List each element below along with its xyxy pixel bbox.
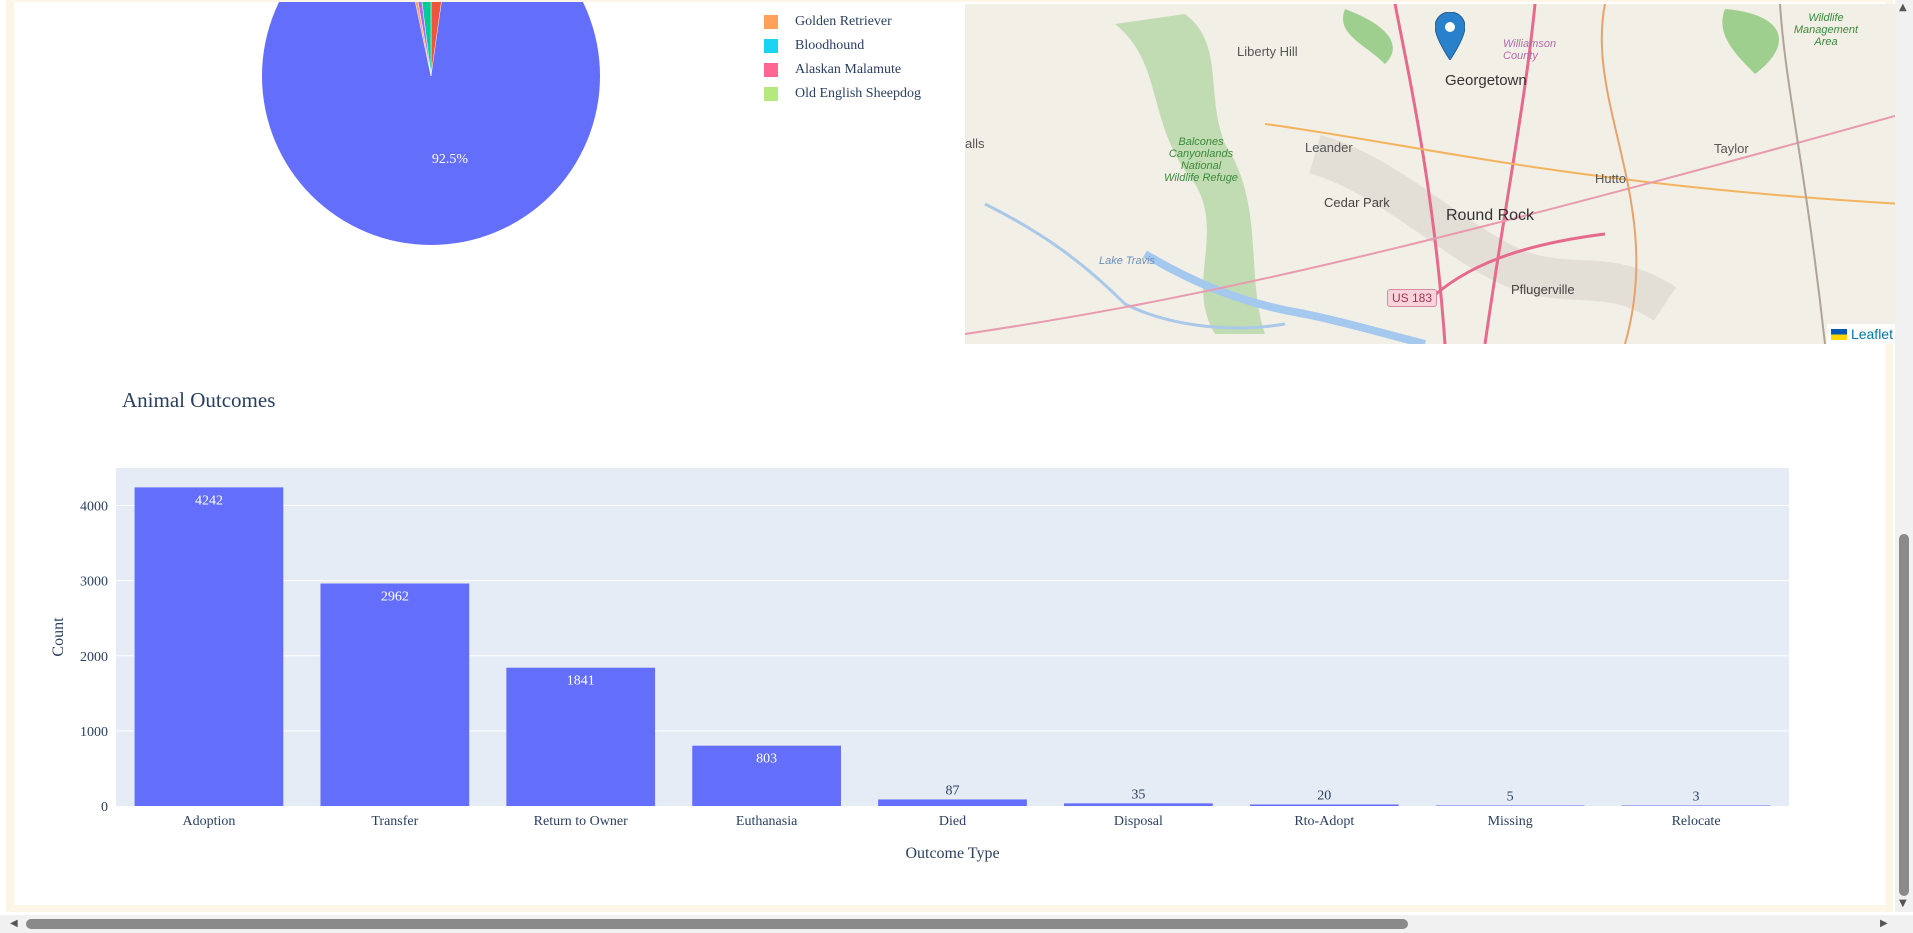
leaflet-link[interactable]: Leaflet: [1850, 326, 1893, 342]
vertical-scrollbar[interactable]: ▲ ▼: [1895, 0, 1913, 912]
pie-slice[interactable]: [396, 2, 432, 77]
x-tick-label: Adoption: [182, 814, 235, 829]
legend-swatch: [764, 87, 778, 101]
bar[interactable]: [1435, 805, 1585, 807]
legend-item[interactable]: Old English Sheepdog: [764, 82, 921, 106]
ukraine-flag-icon: [1830, 328, 1847, 340]
bar-value-label: 1841: [567, 674, 595, 689]
map-label: Taylor: [1714, 141, 1749, 156]
legend-item[interactable]: Bloodhound: [764, 34, 921, 58]
map-marker-icon[interactable]: [1434, 11, 1466, 61]
y-tick-label: 2000: [80, 650, 108, 665]
map-label: Cedar Park: [1324, 195, 1390, 210]
map-view[interactable]: Liberty Hill Georgetown Williamson Count…: [965, 4, 1902, 344]
bar[interactable]: [1249, 804, 1399, 806]
map-label: Pflugerville: [1511, 282, 1575, 297]
pie-slice[interactable]: [410, 2, 432, 77]
map-label: US 183: [1387, 289, 1438, 307]
scroll-right-arrow-icon[interactable]: ▶: [1880, 918, 1888, 929]
legend-item[interactable]: Golden Retriever: [764, 10, 921, 34]
map-label: Liberty Hill: [1237, 44, 1298, 59]
vertical-scroll-thumb[interactable]: [1899, 534, 1909, 896]
pie-slice-label: 92.5%: [432, 152, 469, 167]
pie-legend: Golden Retriever Bloodhound Alaskan Malamu…: [764, 10, 921, 106]
x-tick-label: Relocate: [1672, 814, 1721, 829]
pie-slice[interactable]: [430, 2, 455, 77]
pie-slice-main[interactable]: [262, 2, 600, 245]
legend-item[interactable]: Alaskan Malamute: [764, 58, 921, 82]
chart-title: Animal Outcomes: [122, 388, 276, 412]
bar-value-label: 803: [756, 752, 777, 767]
y-tick-label: 1000: [80, 725, 108, 740]
map-attribution[interactable]: Leaflet: [1826, 324, 1897, 344]
scroll-left-arrow-icon[interactable]: ◀: [10, 918, 18, 929]
x-tick-label: Disposal: [1114, 814, 1163, 829]
bar[interactable]: [320, 583, 470, 806]
bar[interactable]: [134, 487, 284, 806]
legend-swatch: [764, 15, 778, 29]
bar[interactable]: [1064, 803, 1213, 806]
bar-value-label: 5: [1507, 790, 1514, 805]
bar-value-label: 4242: [195, 493, 223, 508]
map-label: Balcones Canyonlands National Wildlife R…: [1164, 136, 1238, 184]
bar[interactable]: [506, 667, 656, 806]
map-label: Round Rock: [1446, 207, 1535, 224]
legend-label: Alaskan Malamute: [795, 62, 902, 77]
bar-value-label: 35: [1131, 787, 1145, 802]
map-label: Leander: [1305, 140, 1353, 155]
legend-swatch: [764, 39, 778, 53]
dashboard-content: 92.5% Golden Retriever Bloodhound Alaskan …: [14, 2, 1902, 905]
bar-value-label: 87: [946, 783, 960, 798]
bar-value-label: 3: [1693, 790, 1700, 805]
bar[interactable]: [878, 799, 1027, 806]
bar[interactable]: [1621, 805, 1771, 807]
legend-swatch: [764, 63, 778, 77]
y-tick-label: 4000: [80, 500, 108, 515]
bar-value-label: 2962: [381, 590, 409, 605]
horizontal-scrollbar[interactable]: ◀ ▶: [0, 915, 1913, 933]
x-axis-title: Outcome Type: [905, 845, 999, 862]
x-tick-label: Missing: [1488, 814, 1533, 829]
y-tick-label: 3000: [80, 575, 108, 590]
x-tick-label: Return to Owner: [534, 814, 628, 829]
bar[interactable]: [692, 745, 841, 806]
map-label: Lake Travis: [1099, 255, 1156, 267]
scroll-down-arrow-icon[interactable]: ▼: [1899, 898, 1907, 909]
map-label: Georgetown: [1445, 72, 1527, 89]
map-label: Hutto: [1595, 171, 1627, 186]
legend-label: Golden Retriever: [795, 14, 892, 29]
x-tick-label: Died: [939, 814, 966, 829]
legend-label: Old English Sheepdog: [795, 86, 921, 101]
scroll-up-arrow-icon[interactable]: ▲: [1899, 2, 1907, 13]
outcomes-bar-chart: 0 1000 2000 3000 4000 4242 Adoption 2962 Transfe…: [50, 468, 1789, 862]
map-label: Williamson County: [1503, 38, 1557, 62]
x-tick-label: Euthanasia: [736, 814, 798, 829]
y-tick-label: 0: [101, 800, 108, 815]
x-tick-label: Transfer: [371, 814, 418, 829]
breed-pie-chart: 92.5%: [262, 2, 600, 245]
legend-label: Bloodhound: [795, 38, 865, 53]
map-label: alls: [965, 136, 985, 151]
horizontal-scroll-thumb[interactable]: [26, 919, 1408, 929]
map-tiles: [965, 4, 1902, 344]
map-label: Wildlife Management Area: [1793, 12, 1859, 48]
y-axis-title: Count: [50, 617, 67, 657]
bar-value-label: 20: [1317, 788, 1331, 803]
x-tick-label: Rto-Adopt: [1294, 814, 1354, 829]
